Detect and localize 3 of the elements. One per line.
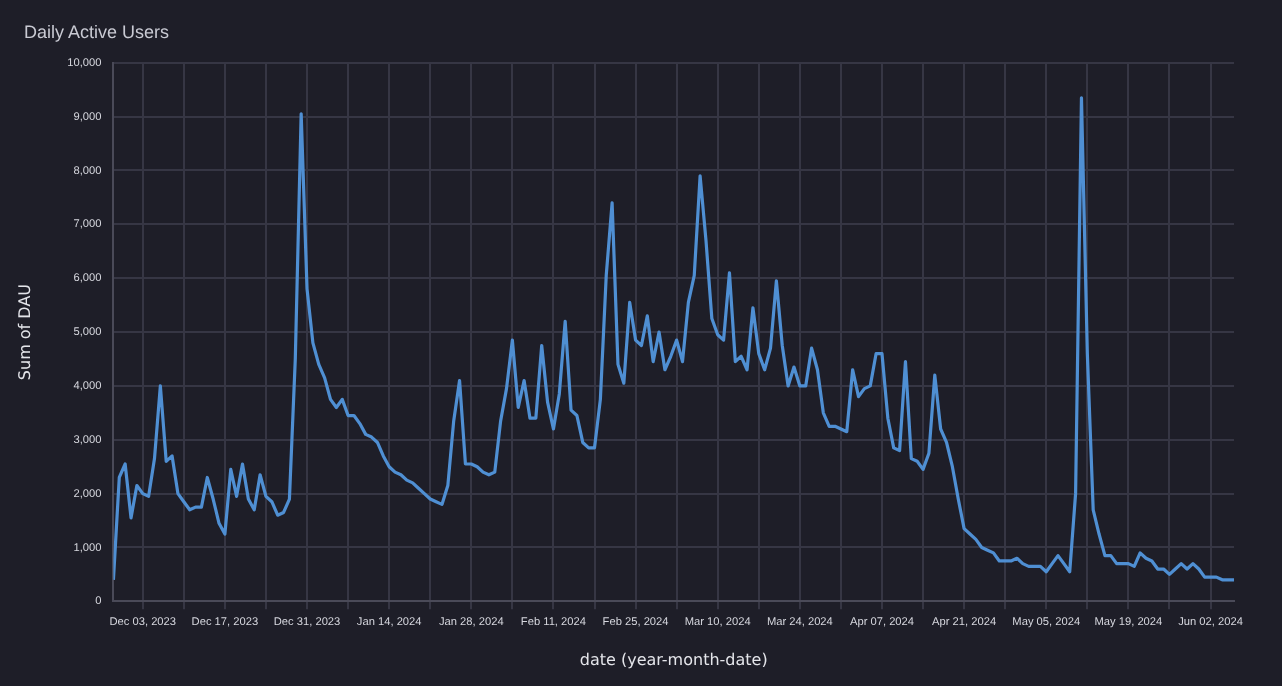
chart-title: Daily Active Users bbox=[24, 22, 170, 42]
x-axis-title: date (year-month-date) bbox=[579, 650, 768, 669]
y-axis-title: Sum of DAU bbox=[15, 283, 34, 381]
